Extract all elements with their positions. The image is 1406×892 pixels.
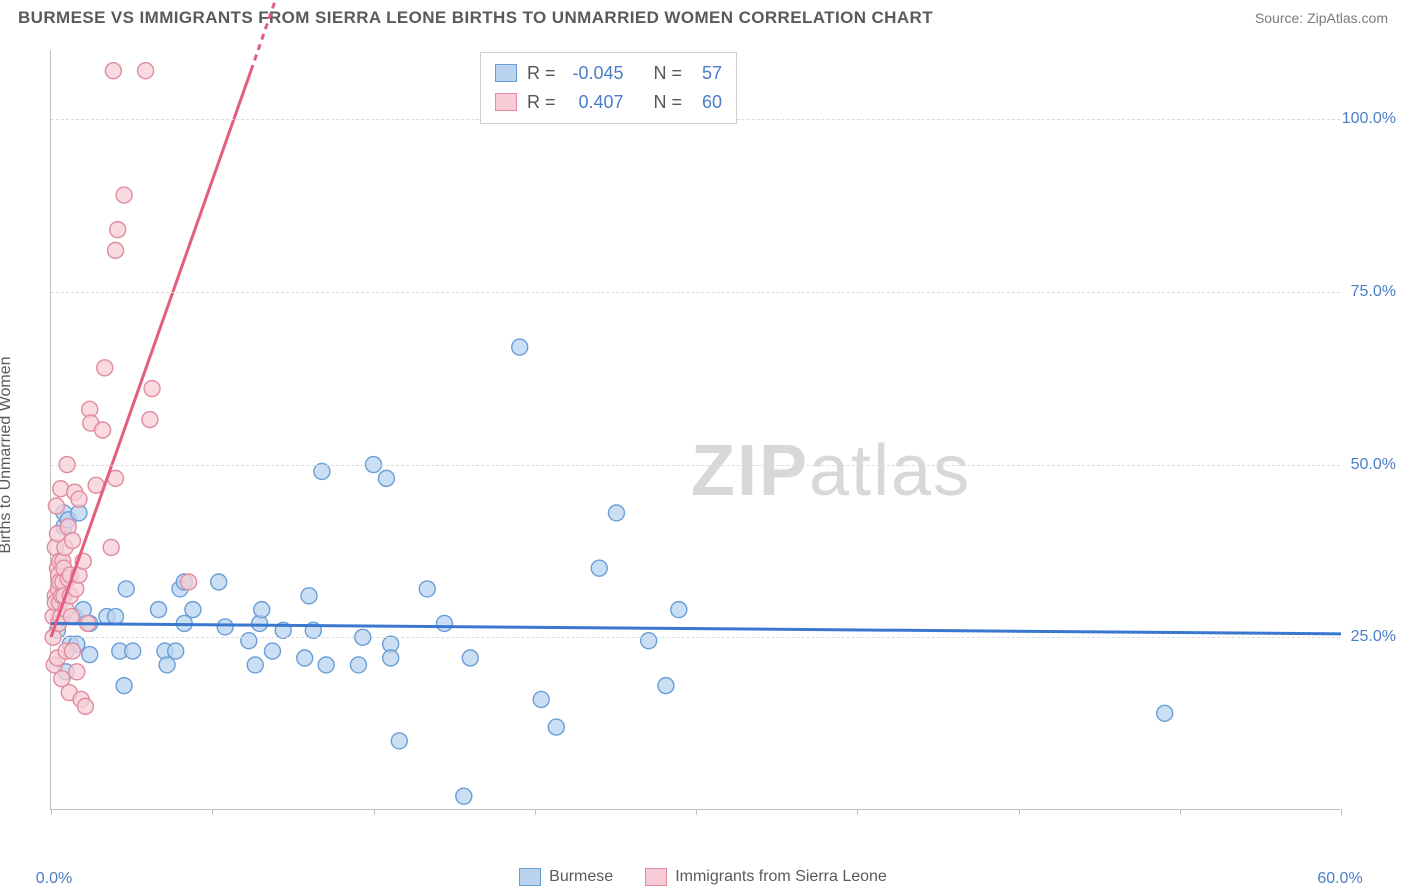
data-point [71,491,87,507]
data-point [641,633,657,649]
legend-label-1: Burmese [549,868,613,886]
plot-area: ZIPatlas [50,50,1340,810]
data-point [671,602,687,618]
data-point [378,470,394,486]
data-point [548,719,564,735]
gridline-h [51,292,1340,293]
data-point [456,788,472,804]
x-tick [1019,809,1020,815]
chart-title: BURMESE VS IMMIGRANTS FROM SIERRA LEONE … [18,8,933,28]
swatch-series-2 [495,93,517,111]
gridline-h [51,637,1340,638]
data-point [65,533,81,549]
x-tick [374,809,375,815]
data-point [138,63,154,79]
data-point [95,422,111,438]
data-point [151,602,167,618]
data-point [241,633,257,649]
data-point [297,650,313,666]
x-tick [51,809,52,815]
data-point [108,242,124,258]
stats-box: R = -0.045 N = 57 R = 0.407 N = 60 [480,52,737,124]
data-point [103,539,119,555]
data-point [125,643,141,659]
data-point [436,615,452,631]
data-point [211,574,227,590]
data-point [110,222,126,238]
title-bar: BURMESE VS IMMIGRANTS FROM SIERRA LEONE … [18,8,1388,28]
x-tick [212,809,213,815]
r-value-2: 0.407 [566,88,624,117]
x-tick [1180,809,1181,815]
data-point [82,647,98,663]
data-point [168,643,184,659]
data-point [301,588,317,604]
data-point [254,602,270,618]
data-point [608,505,624,521]
y-axis-label: Births to Unmarried Women [0,356,15,553]
n-label: N = [654,59,683,88]
data-point [97,360,113,376]
r-label: R = [527,88,556,117]
stats-row-2: R = 0.407 N = 60 [495,88,722,117]
data-point [318,657,334,673]
plot-svg [51,50,1340,809]
data-point [105,63,121,79]
n-value-2: 60 [692,88,722,117]
swatch-series-1 [495,64,517,82]
data-point [247,657,263,673]
data-point [1157,705,1173,721]
swatch-series-1 [519,868,541,886]
data-point [512,339,528,355]
source-label: Source: ZipAtlas.com [1255,10,1388,26]
data-point [77,698,93,714]
data-point [118,581,134,597]
legend-item-1: Burmese [519,868,613,886]
data-point [391,733,407,749]
bottom-legend: Burmese Immigrants from Sierra Leone [0,868,1406,886]
data-point [462,650,478,666]
data-point [217,619,233,635]
x-tick [696,809,697,815]
data-point [591,560,607,576]
n-label: N = [654,88,683,117]
data-point [69,664,85,680]
swatch-series-2 [645,868,667,886]
x-tick [1341,809,1342,815]
legend-label-2: Immigrants from Sierra Leone [675,868,887,886]
data-point [383,650,399,666]
chart-container: BURMESE VS IMMIGRANTS FROM SIERRA LEONE … [0,0,1406,892]
data-point [159,657,175,673]
data-point [65,643,81,659]
data-point [142,412,158,428]
data-point [144,381,160,397]
data-point [108,609,124,625]
data-point [48,498,64,514]
data-point [185,602,201,618]
r-value-1: -0.045 [566,59,624,88]
trend-line [51,71,251,638]
data-point [658,678,674,694]
data-point [181,574,197,590]
data-point [116,678,132,694]
x-tick [857,809,858,815]
data-point [350,657,366,673]
trend-line [51,623,1341,633]
data-point [419,581,435,597]
y-tick-label: 50.0% [1351,456,1396,474]
r-label: R = [527,59,556,88]
n-value-1: 57 [692,59,722,88]
y-tick-label: 25.0% [1351,628,1396,646]
data-point [533,691,549,707]
data-point [264,643,280,659]
x-tick [535,809,536,815]
y-tick-label: 75.0% [1351,283,1396,301]
gridline-h [51,465,1340,466]
data-point [116,187,132,203]
stats-row-1: R = -0.045 N = 57 [495,59,722,88]
y-tick-label: 100.0% [1342,110,1396,128]
data-point [314,463,330,479]
legend-item-2: Immigrants from Sierra Leone [645,868,887,886]
